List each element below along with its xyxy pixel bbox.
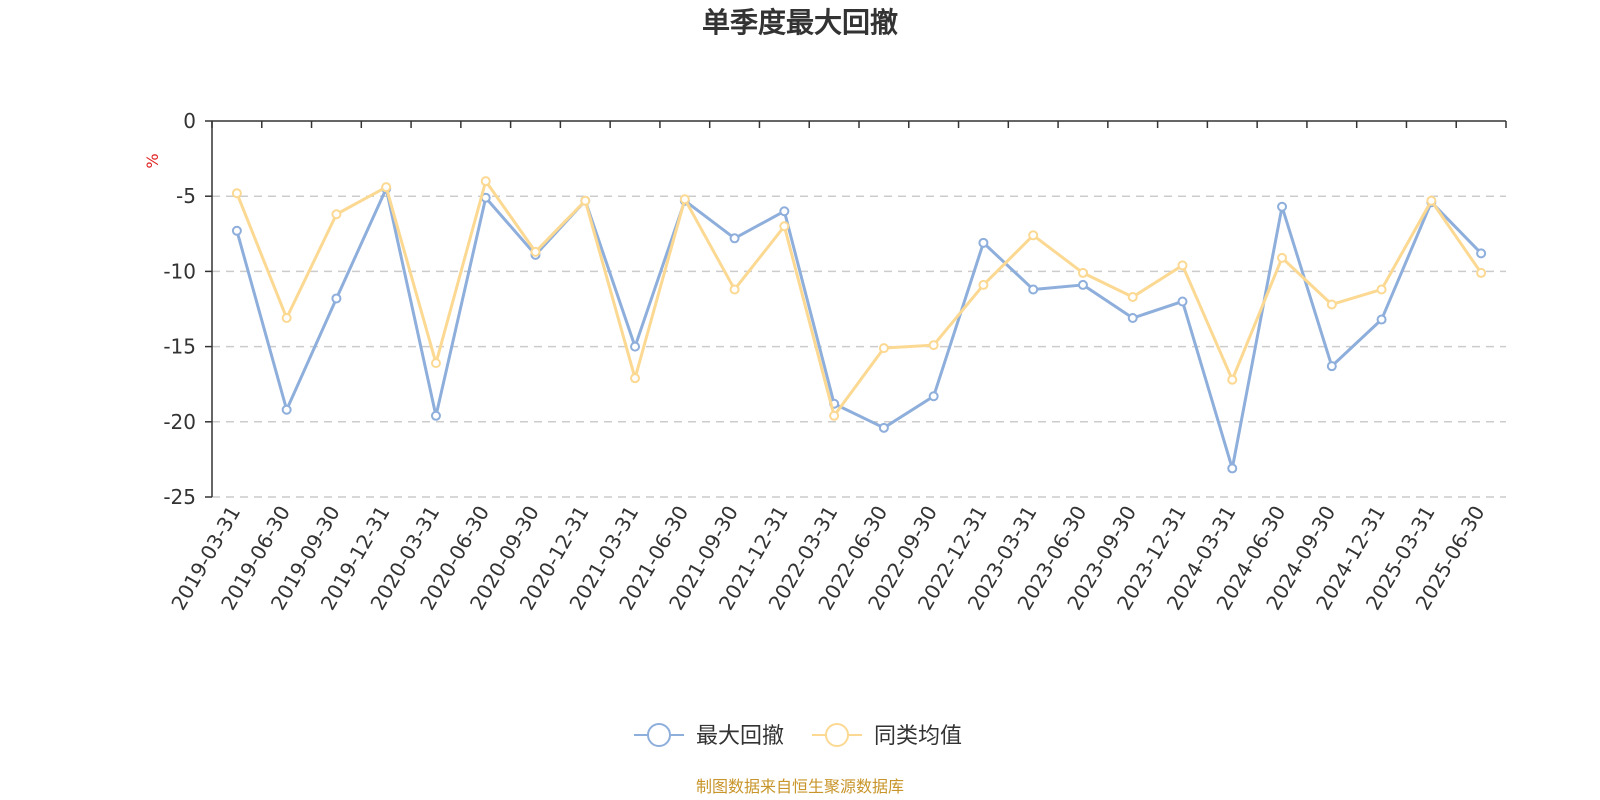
data-point[interactable]	[1028, 284, 1039, 295]
data-point[interactable]	[1227, 463, 1238, 474]
data-point[interactable]	[1077, 279, 1088, 290]
legend-label: 最大回撤	[696, 724, 784, 749]
legend[interactable]: 最大回撤 同类均值	[634, 723, 962, 749]
data-point[interactable]	[928, 391, 939, 402]
data-point[interactable]	[480, 176, 491, 187]
data-point[interactable]	[1177, 296, 1188, 307]
y-tick-label: -5	[176, 184, 196, 208]
data-point[interactable]	[281, 404, 292, 415]
data-point[interactable]	[381, 182, 392, 193]
data-point[interactable]	[729, 284, 740, 295]
data-point[interactable]	[779, 221, 790, 232]
data-point[interactable]	[1376, 314, 1387, 325]
data-point[interactable]	[978, 237, 989, 248]
legend-label: 同类均值	[874, 724, 962, 749]
legend-item-2[interactable]: 同类均值	[812, 723, 962, 749]
y-tick-label: -10	[163, 259, 196, 283]
data-point[interactable]	[779, 206, 790, 217]
series-lines	[231, 176, 1487, 474]
data-point[interactable]	[679, 194, 690, 205]
series-line	[235, 179, 1483, 418]
data-point[interactable]	[1476, 248, 1487, 259]
data-point[interactable]	[1277, 252, 1288, 263]
y-tick-label: 0	[183, 109, 196, 133]
y-axis-unit-label: %	[143, 153, 162, 168]
data-point[interactable]	[630, 341, 641, 352]
data-point[interactable]	[1127, 313, 1138, 324]
data-point[interactable]	[878, 343, 889, 354]
data-point[interactable]	[331, 293, 342, 304]
data-point[interactable]	[729, 233, 740, 244]
data-point[interactable]	[1028, 230, 1039, 241]
y-tick-label: -25	[163, 485, 196, 509]
series-line	[235, 187, 1483, 470]
axes: 0-5-10-15-20-252019-03-312019-06-302019-…	[163, 109, 1507, 614]
data-point[interactable]	[978, 279, 989, 290]
data-point[interactable]	[1426, 195, 1437, 206]
data-point[interactable]	[878, 422, 889, 433]
data-point[interactable]	[281, 313, 292, 324]
grid-lines	[212, 195, 1506, 498]
chart-title: 单季度最大回撤	[702, 6, 898, 39]
data-point[interactable]	[1277, 201, 1288, 212]
data-point[interactable]	[580, 195, 591, 206]
data-point[interactable]	[231, 188, 242, 199]
series-1	[231, 183, 1487, 474]
legend-marker	[825, 723, 849, 747]
data-point[interactable]	[1127, 291, 1138, 302]
y-tick-label: -20	[163, 410, 196, 434]
series-2	[231, 176, 1487, 421]
data-point[interactable]	[231, 225, 242, 236]
data-point[interactable]	[331, 209, 342, 220]
data-point[interactable]	[1326, 361, 1337, 372]
data-point[interactable]	[630, 373, 641, 384]
data-point[interactable]	[1177, 260, 1188, 271]
data-point[interactable]	[1077, 267, 1088, 278]
source-note: 制图数据来自恒生聚源数据库	[696, 777, 904, 796]
legend-item-1[interactable]: 最大回撤	[634, 723, 784, 749]
data-point[interactable]	[530, 246, 541, 257]
y-tick-label: -15	[163, 335, 196, 359]
data-point[interactable]	[1376, 284, 1387, 295]
data-point[interactable]	[829, 410, 840, 421]
data-point[interactable]	[1227, 374, 1238, 385]
data-point[interactable]	[430, 358, 441, 369]
data-point[interactable]	[1476, 267, 1487, 278]
legend-marker	[647, 723, 671, 747]
data-point[interactable]	[928, 340, 939, 351]
data-point[interactable]	[1326, 299, 1337, 310]
data-point[interactable]	[430, 410, 441, 421]
